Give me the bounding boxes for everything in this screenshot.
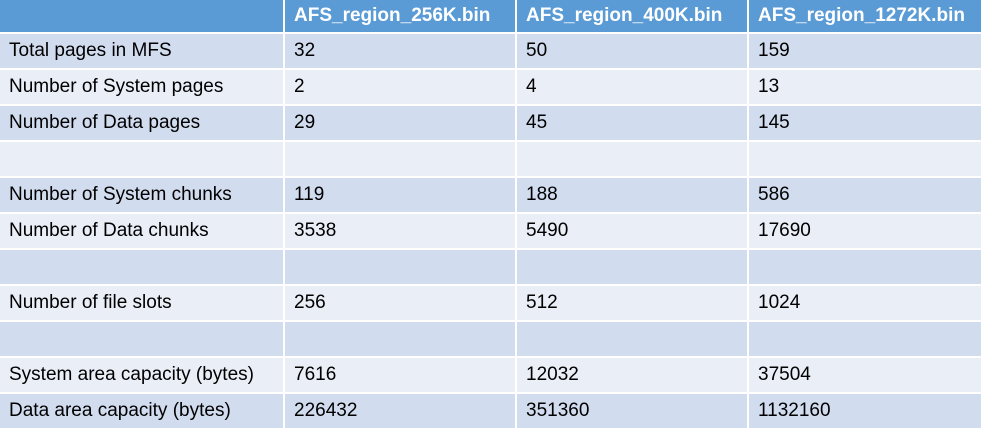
- row-label: Number of file slots: [0, 285, 285, 322]
- table-row: Number of file slots 256 512 1024: [0, 285, 981, 322]
- table-cell: 188: [516, 177, 749, 214]
- row-label: System area capacity (bytes): [0, 357, 285, 394]
- row-label: Number of System pages: [0, 69, 285, 106]
- header-row: AFS_region_256K.bin AFS_region_400K.bin …: [0, 0, 981, 34]
- table-cell: 5490: [516, 213, 749, 250]
- table-row: Total pages in MFS 32 50 159: [0, 33, 981, 70]
- table-cell: 12032: [516, 357, 749, 394]
- table-cell: 226432: [284, 393, 517, 430]
- table-cell: 37504: [748, 357, 981, 394]
- table-cell: 256: [284, 285, 517, 322]
- table-cell: 1132160: [748, 393, 981, 430]
- table-row: Number of System chunks 119 188 586: [0, 177, 981, 214]
- table-cell: [748, 141, 981, 178]
- table-row: Number of Data pages 29 45 145: [0, 105, 981, 142]
- table-cell: 586: [748, 177, 981, 214]
- table-cell: [748, 321, 981, 358]
- table-cell: [284, 321, 517, 358]
- table-cell: [516, 249, 749, 286]
- table-cell: 3538: [284, 213, 517, 250]
- row-label: [0, 141, 285, 178]
- table-body: Total pages in MFS 32 50 159 Number of S…: [0, 33, 981, 430]
- table-header: AFS_region_256K.bin AFS_region_400K.bin …: [0, 0, 981, 34]
- row-label: Data area capacity (bytes): [0, 393, 285, 430]
- table-cell: 29: [284, 105, 517, 142]
- header-cell-1272k: AFS_region_1272K.bin: [748, 0, 981, 34]
- table-cell: 1024: [748, 285, 981, 322]
- table-cell: 512: [516, 285, 749, 322]
- row-label: Number of Data pages: [0, 105, 285, 142]
- table-cell: 145: [748, 105, 981, 142]
- table-cell: 4: [516, 69, 749, 106]
- table-row-empty: [0, 321, 981, 358]
- table-row: System area capacity (bytes) 7616 12032 …: [0, 357, 981, 394]
- table-cell: 119: [284, 177, 517, 214]
- table-row: Number of System pages 2 4 13: [0, 69, 981, 106]
- table-row-empty: [0, 141, 981, 178]
- table-cell: 2: [284, 69, 517, 106]
- row-label: [0, 321, 285, 358]
- table-cell: 7616: [284, 357, 517, 394]
- table-cell: 50: [516, 33, 749, 70]
- table-cell: [284, 141, 517, 178]
- table-row: Number of Data chunks 3538 5490 17690: [0, 213, 981, 250]
- table-cell: 351360: [516, 393, 749, 430]
- table-cell: [748, 249, 981, 286]
- row-label: Total pages in MFS: [0, 33, 285, 70]
- table-cell: 17690: [748, 213, 981, 250]
- row-label: Number of System chunks: [0, 177, 285, 214]
- table-cell: [516, 141, 749, 178]
- table-cell: 13: [748, 69, 981, 106]
- table-row-empty: [0, 249, 981, 286]
- table-row: Data area capacity (bytes) 226432 351360…: [0, 393, 981, 430]
- table-cell: 159: [748, 33, 981, 70]
- table-cell: 45: [516, 105, 749, 142]
- table-cell: [284, 249, 517, 286]
- header-cell-empty: [0, 0, 285, 34]
- header-cell-400k: AFS_region_400K.bin: [516, 0, 749, 34]
- row-label: [0, 249, 285, 286]
- header-cell-256k: AFS_region_256K.bin: [284, 0, 517, 34]
- row-label: Number of Data chunks: [0, 213, 285, 250]
- table-cell: 32: [284, 33, 517, 70]
- table-cell: [516, 321, 749, 358]
